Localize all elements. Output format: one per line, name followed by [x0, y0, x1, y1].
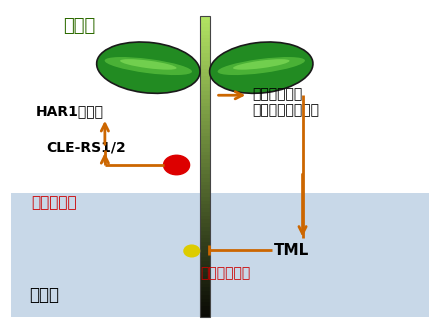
Bar — [200, 227, 209, 231]
Bar — [200, 182, 209, 185]
Bar — [200, 140, 209, 144]
Bar — [200, 133, 209, 136]
Bar — [200, 76, 209, 80]
Bar — [200, 106, 209, 110]
Bar — [200, 117, 209, 121]
Bar — [200, 91, 209, 95]
Bar — [200, 302, 209, 306]
Bar — [200, 167, 209, 170]
Bar — [200, 246, 209, 249]
Bar — [200, 314, 209, 317]
Bar — [200, 276, 209, 280]
Bar — [200, 19, 209, 23]
Bar — [200, 238, 209, 242]
Bar — [200, 121, 209, 125]
Bar — [200, 125, 209, 129]
Bar — [200, 280, 209, 283]
Bar — [200, 178, 209, 182]
Bar — [200, 23, 209, 27]
Text: 地上部: 地上部 — [64, 17, 96, 35]
Bar — [200, 174, 209, 178]
Bar — [200, 72, 209, 76]
Text: 地下部: 地下部 — [29, 286, 59, 304]
Bar — [200, 46, 209, 50]
Bar — [200, 283, 209, 287]
Bar — [200, 57, 209, 61]
Text: TML: TML — [274, 243, 310, 257]
Bar — [200, 306, 209, 310]
Bar — [200, 136, 209, 140]
Bar — [200, 69, 209, 72]
Text: CLE-RS1/2: CLE-RS1/2 — [46, 140, 126, 154]
Bar — [200, 50, 209, 53]
Bar — [200, 148, 209, 151]
Circle shape — [184, 245, 200, 257]
Bar — [200, 201, 209, 204]
Bar — [200, 103, 209, 106]
Bar — [11, 193, 429, 317]
Bar — [200, 212, 209, 215]
Bar — [200, 235, 209, 238]
Bar — [200, 185, 209, 189]
Ellipse shape — [218, 57, 305, 75]
Bar — [200, 257, 209, 261]
Bar — [200, 155, 209, 159]
Bar — [200, 299, 209, 302]
Bar — [200, 261, 209, 265]
Bar — [200, 253, 209, 257]
Bar — [200, 16, 209, 19]
Bar — [200, 114, 209, 117]
Bar — [200, 35, 209, 38]
Bar — [200, 99, 209, 103]
Bar — [200, 61, 209, 65]
Text: HAR1受容体: HAR1受容体 — [35, 105, 103, 118]
Bar — [200, 189, 209, 193]
Ellipse shape — [105, 57, 192, 75]
Bar — [200, 42, 209, 46]
Ellipse shape — [97, 42, 200, 93]
Bar — [200, 291, 209, 295]
Bar — [200, 219, 209, 223]
Bar — [200, 65, 209, 69]
Bar — [200, 204, 209, 208]
Text: 根粒形成抑制: 根粒形成抑制 — [201, 267, 251, 281]
Bar — [200, 31, 209, 35]
Bar — [200, 129, 209, 133]
Bar — [200, 16, 209, 317]
Text: 地上部由来の
未知シグナル分子: 地上部由来の 未知シグナル分子 — [253, 87, 319, 117]
Ellipse shape — [209, 42, 313, 93]
Ellipse shape — [233, 59, 290, 70]
Bar — [200, 197, 209, 201]
Bar — [200, 269, 209, 272]
Bar — [200, 208, 209, 212]
Ellipse shape — [120, 59, 176, 70]
Bar — [200, 287, 209, 291]
Text: 根粒菌感染: 根粒菌感染 — [31, 195, 77, 210]
Bar — [200, 223, 209, 227]
Bar — [200, 151, 209, 155]
Bar — [200, 110, 209, 114]
Circle shape — [164, 155, 190, 175]
Bar — [200, 170, 209, 174]
Bar — [200, 265, 209, 269]
Bar — [200, 38, 209, 42]
Bar — [200, 144, 209, 148]
Bar — [200, 159, 209, 163]
Bar — [200, 87, 209, 91]
Bar — [200, 83, 209, 87]
Bar — [200, 215, 209, 219]
Bar — [200, 272, 209, 276]
Bar — [200, 27, 209, 31]
Bar — [200, 95, 209, 99]
Bar — [200, 163, 209, 167]
Bar — [200, 295, 209, 299]
Bar — [200, 53, 209, 57]
Bar — [200, 242, 209, 246]
Bar — [200, 231, 209, 235]
Bar — [200, 193, 209, 197]
Bar — [200, 80, 209, 83]
Bar — [200, 310, 209, 314]
Bar — [200, 249, 209, 253]
